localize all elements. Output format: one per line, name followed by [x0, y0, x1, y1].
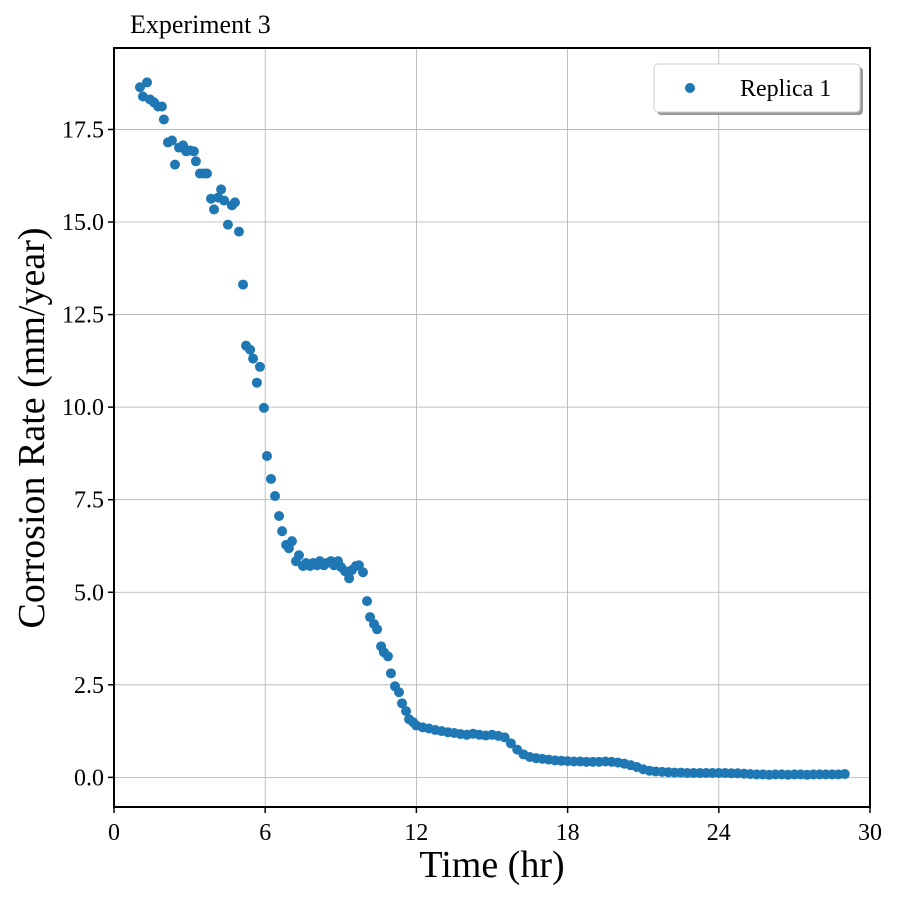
y-tick-label: 10.0 [62, 395, 104, 421]
legend: Replica 1 [653, 63, 863, 115]
plot-frame [113, 47, 871, 808]
point [166, 135, 177, 146]
marks [134, 77, 850, 780]
point [277, 526, 288, 537]
point [251, 377, 262, 388]
point [344, 573, 355, 584]
legend-marker [685, 83, 695, 93]
point [357, 567, 368, 578]
x-tick-label: 24 [707, 820, 731, 846]
point [286, 536, 297, 547]
y-tick-label: 5.0 [74, 580, 104, 606]
point [261, 451, 272, 462]
point [362, 596, 373, 607]
point [134, 82, 145, 93]
x-axis-label: Time (hr) [419, 844, 564, 886]
x-tick-label: 12 [404, 820, 428, 846]
y-tick-label: 2.5 [74, 673, 104, 699]
point [245, 344, 256, 355]
point [270, 490, 281, 501]
point [142, 77, 153, 88]
point [293, 550, 304, 561]
x-tick-label: 6 [259, 820, 271, 846]
legend-label: Replica 1 [740, 76, 831, 102]
point [254, 361, 265, 372]
x-tick-label: 30 [858, 820, 882, 846]
legend-box [653, 63, 861, 113]
point [394, 687, 405, 698]
point [209, 204, 220, 215]
point [248, 353, 259, 364]
point [229, 197, 240, 208]
y-tick-label: 12.5 [62, 303, 104, 329]
point [158, 114, 169, 125]
y-tick-label: 7.5 [74, 488, 104, 514]
point [499, 732, 510, 743]
point [190, 156, 201, 167]
axes: 0 6 12 18 24 30 0.0 2.5 5.0 7.5 10.0 12.5 15.0 17.5 [62, 117, 882, 846]
point [156, 101, 167, 112]
point [397, 698, 408, 709]
x-tick-label: 0 [108, 820, 120, 846]
point [372, 624, 383, 635]
point [401, 706, 412, 717]
point [233, 226, 244, 237]
y-tick-label: 15.0 [62, 210, 104, 236]
point [505, 738, 516, 749]
y-tick-label: 17.5 [62, 117, 104, 143]
point [839, 769, 850, 780]
y-tick-label: 0.0 [74, 765, 104, 791]
point [222, 219, 233, 230]
point [216, 184, 227, 195]
point [169, 159, 180, 170]
point [265, 473, 276, 484]
point [188, 146, 199, 157]
chart-title: Experiment 3 [130, 10, 271, 39]
point [219, 195, 230, 206]
x-tick-label: 18 [556, 820, 580, 846]
point [385, 668, 396, 679]
point [382, 651, 393, 662]
point [201, 168, 212, 179]
y-axis-label: Corrosion Rate (mm/year) [11, 227, 53, 628]
point [238, 279, 249, 290]
point [258, 402, 269, 413]
point [274, 510, 285, 521]
